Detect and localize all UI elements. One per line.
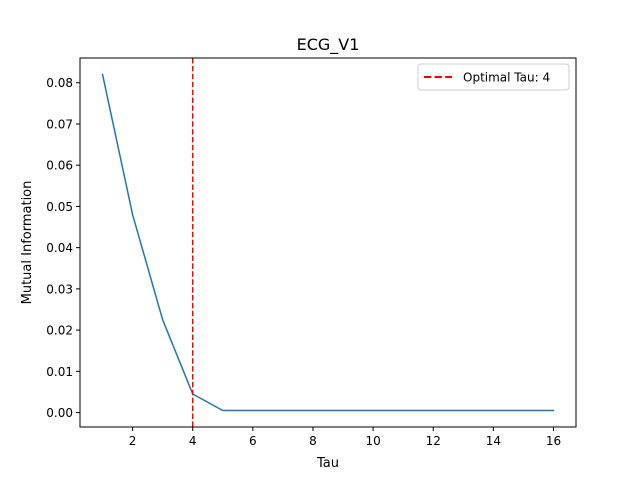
series-line-0 (101, 73, 555, 412)
y-tick-label: 0.05 (46, 200, 73, 214)
legend-box (417, 63, 570, 91)
x-tick-label: 10 (365, 434, 380, 448)
x-tick-label: 12 (426, 434, 441, 448)
x-tick-label: 4 (189, 434, 197, 448)
y-tick-label: 0.04 (46, 241, 73, 255)
y-tick-label: 0.06 (46, 159, 73, 173)
plot-frame (79, 57, 577, 428)
legend-vline-label: Optimal Tau: 4 (463, 71, 550, 85)
x-tick-label: 14 (486, 434, 501, 448)
x-tick-label: 16 (546, 434, 561, 448)
x-tick-label: 2 (129, 434, 137, 448)
y-tick-label: 0.02 (46, 324, 73, 338)
y-tick-label: 0.08 (46, 76, 73, 90)
chart-title: ECG_V1 (297, 35, 360, 55)
axis-ticks: 2 4 6 8 10 12 14 16 0.00 0.01 0.02 0.03 0.04 0.05 0.06… (46, 76, 561, 448)
y-tick-label: 0.07 (46, 117, 73, 131)
y-tick-label: 0.00 (46, 406, 73, 420)
plot-area (101, 58, 555, 427)
x-tick-label: 6 (249, 434, 257, 448)
y-tick-label: 0.01 (46, 365, 73, 379)
x-axis-label: Tau (316, 456, 339, 471)
x-tick-label: 8 (309, 434, 317, 448)
legend: Optimal Tau: 4 (417, 63, 570, 91)
y-tick-label: 0.03 (46, 282, 73, 296)
y-axis-label: Mutual Information (20, 181, 35, 305)
